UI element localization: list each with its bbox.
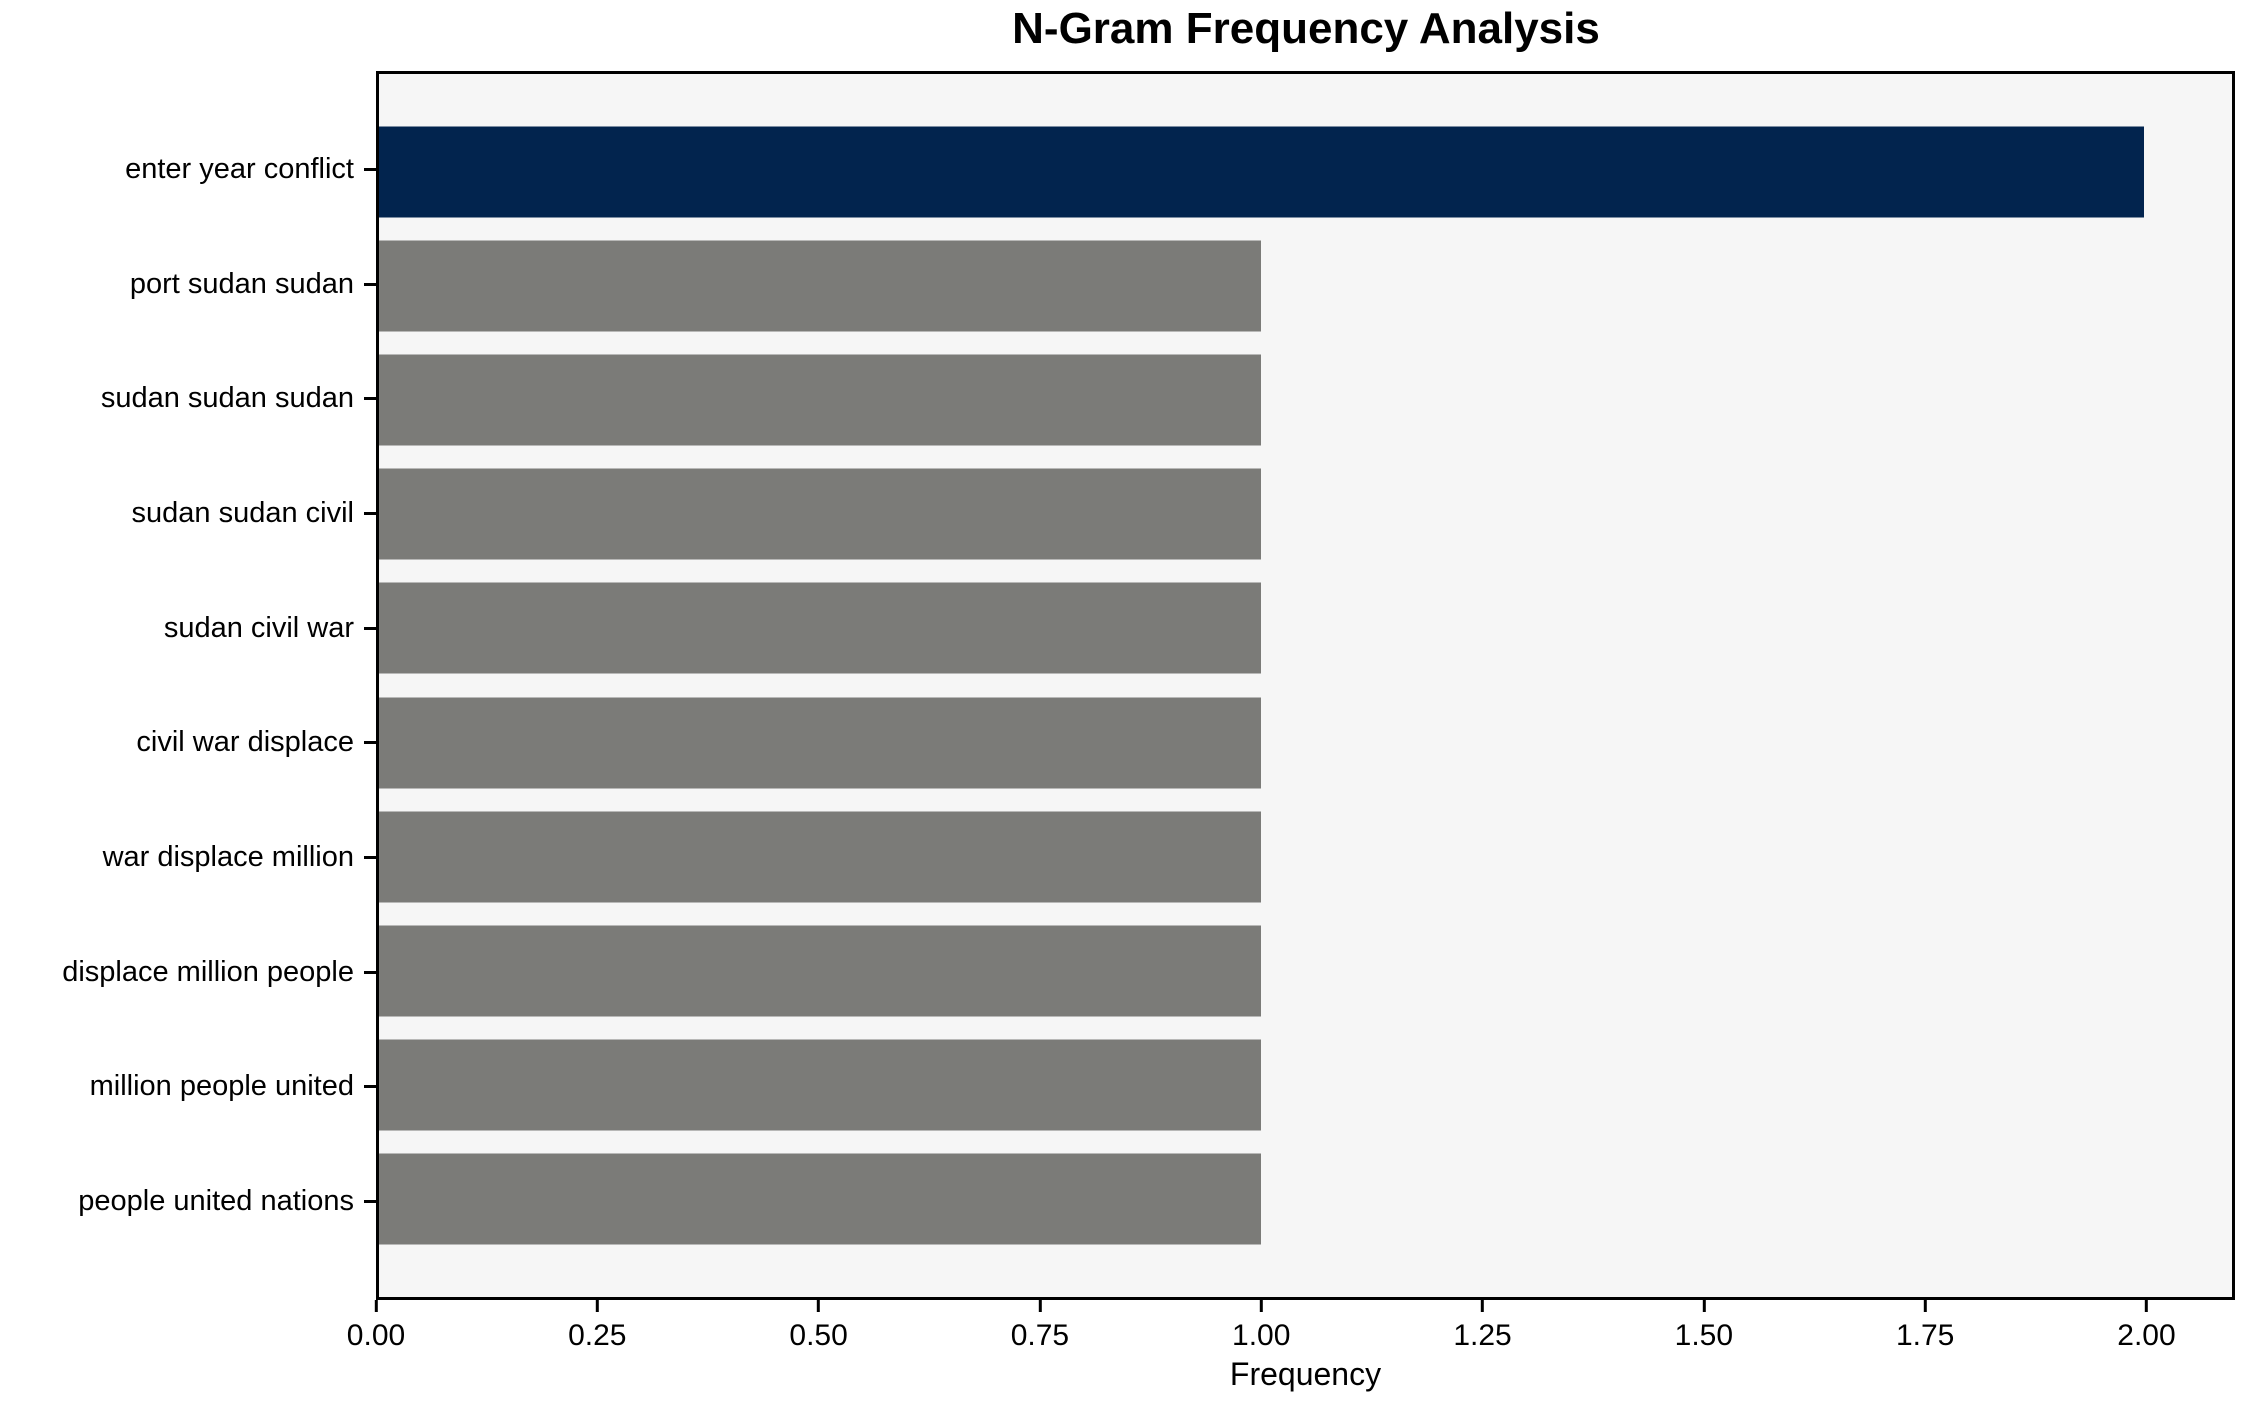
x-tick-label: 1.25	[1453, 1319, 1512, 1352]
bar	[379, 811, 1262, 903]
x-tick: 1.00	[1232, 1300, 1290, 1353]
y-tick-mark	[364, 282, 376, 286]
x-tick: 0.00	[347, 1300, 405, 1353]
bar	[379, 697, 1262, 789]
bar	[379, 582, 1262, 674]
bar	[379, 1039, 1262, 1131]
x-tick-mark	[1038, 1300, 1042, 1312]
x-tick-label: 1.75	[1895, 1319, 1955, 1352]
x-tick: 1.25	[1453, 1300, 1512, 1353]
bar-row	[379, 229, 2232, 343]
y-tick: people united nations	[0, 1144, 376, 1259]
plot-area	[376, 71, 2235, 1300]
bar	[379, 925, 1262, 1017]
y-tick-label: sudan sudan civil	[131, 496, 354, 529]
x-tick-mark	[1702, 1300, 1706, 1312]
bar-row	[379, 1142, 2232, 1256]
x-tick: 0.25	[568, 1300, 626, 1353]
y-tick: port sudan sudan	[0, 227, 376, 342]
y-tick-label: sudan civil war	[163, 611, 354, 644]
chart-title: N-Gram Frequency Analysis	[1012, 4, 1600, 53]
x-tick-label: 0.25	[568, 1319, 627, 1352]
y-tick: war displace million	[0, 800, 376, 915]
y-tick-label: displace million people	[62, 955, 354, 988]
bar	[379, 354, 1262, 446]
y-tick: displace million people	[0, 915, 376, 1030]
x-tick: 0.75	[1011, 1300, 1069, 1353]
x-tick-label: 0.75	[1010, 1319, 1070, 1352]
x-tick: 0.50	[789, 1300, 848, 1353]
y-tick-mark	[364, 511, 376, 515]
bar-row	[379, 343, 2232, 457]
x-axis-title: Frequency	[1229, 1356, 1382, 1392]
x-tick-mark	[1259, 1300, 1263, 1312]
y-axis: enter year conflict port sudan sudan sudan…	[0, 71, 376, 1300]
y-tick-label: port sudan sudan	[129, 267, 354, 300]
x-tick-mark	[1923, 1300, 1927, 1312]
x-tick: 2.00	[2117, 1300, 2176, 1353]
y-tick-mark	[364, 856, 376, 860]
y-tick: sudan sudan civil	[0, 456, 376, 571]
y-tick-label: enter year conflict	[125, 152, 354, 185]
x-tick-label: 0.50	[789, 1319, 848, 1352]
bar	[379, 240, 1262, 332]
bar	[379, 126, 2144, 218]
y-tick-mark	[364, 397, 376, 401]
y-tick: sudan civil war	[0, 571, 376, 686]
y-tick-mark	[364, 970, 376, 974]
x-tick: 1.50	[1675, 1300, 1733, 1353]
x-tick-mark	[374, 1300, 378, 1312]
x-axis: 0.00 0.25 0.50 0.75 1.00 1.25 1.50 1.75 2.00	[347, 1300, 2235, 1370]
bar	[379, 1153, 1262, 1245]
y-tick-mark	[364, 167, 376, 171]
y-tick-mark	[364, 1200, 376, 1204]
x-tick-mark	[595, 1300, 599, 1312]
bar-row	[379, 1028, 2232, 1142]
x-tick-mark	[1481, 1300, 1485, 1312]
x-tick-label: 1.00	[1232, 1319, 1291, 1352]
bar-row	[379, 115, 2232, 229]
y-tick: million people united	[0, 1030, 376, 1145]
x-tick-label: 2.00	[2117, 1319, 2176, 1352]
x-tick-label: 0.00	[346, 1319, 406, 1352]
y-tick-mark	[364, 626, 376, 630]
x-tick: 1.75	[1896, 1300, 1954, 1353]
y-tick-label: war displace million	[102, 841, 354, 874]
y-tick-label: civil war displace	[136, 726, 354, 759]
bar-row	[379, 571, 2232, 685]
y-tick-label: people united nations	[78, 1185, 354, 1218]
bars-container	[379, 74, 2232, 1297]
y-tick: enter year conflict	[0, 112, 376, 227]
x-tick-mark	[2144, 1300, 2148, 1312]
y-tick-label: sudan sudan sudan	[100, 382, 354, 415]
x-tick-label: 1.50	[1674, 1319, 1734, 1352]
y-tick-label: million people united	[89, 1070, 354, 1103]
bar-row	[379, 914, 2232, 1028]
y-tick-mark	[364, 741, 376, 745]
y-tick-mark	[364, 1085, 376, 1089]
bar-row	[379, 800, 2232, 914]
bar-row	[379, 457, 2232, 571]
bar	[379, 468, 1262, 560]
y-tick: sudan sudan sudan	[0, 341, 376, 456]
x-tick-mark	[817, 1300, 821, 1312]
bar-row	[379, 685, 2232, 799]
y-tick: civil war displace	[0, 686, 376, 801]
